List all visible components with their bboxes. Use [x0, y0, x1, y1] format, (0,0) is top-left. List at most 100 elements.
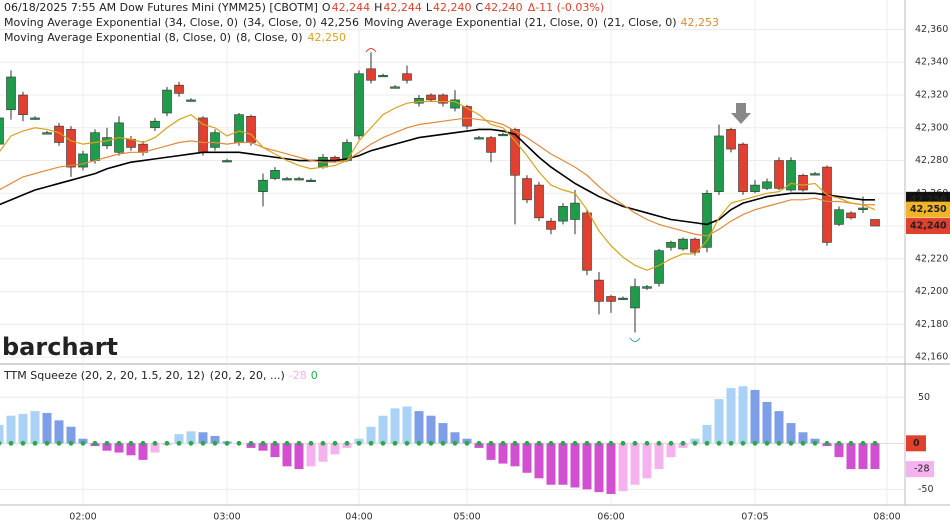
y-tick-label: 42,320 [915, 90, 948, 101]
squeeze-dot [656, 440, 662, 446]
squeeze-dot [0, 441, 2, 446]
y-tick-label: 42,280 [915, 155, 948, 166]
squeeze-dot [608, 440, 614, 446]
squeeze-dot [848, 440, 854, 446]
candle-body [558, 206, 568, 222]
squeeze-dot [356, 440, 362, 446]
candle-body [750, 184, 760, 192]
candle-body [618, 297, 628, 300]
x-tick-label: 04:00 [345, 512, 372, 523]
legend-text: L [426, 1, 433, 14]
histogram-bar [606, 443, 616, 494]
candle-body [174, 84, 184, 94]
price-badge [906, 201, 950, 218]
squeeze-dot [368, 440, 374, 446]
histogram-bar [306, 443, 316, 467]
squeeze-dot [224, 440, 230, 446]
candle-body [78, 153, 88, 168]
legend-text: H [374, 1, 382, 14]
candle-body [810, 173, 820, 176]
histogram-bar [714, 399, 724, 444]
histogram-bar [30, 411, 40, 444]
candle-body [786, 160, 796, 191]
y-tick-label: 50 [918, 392, 930, 403]
y-tick-label: 42,340 [915, 57, 948, 68]
legend-text: 06/18/2025 7:55 AM Dow Futures Mini (YMM… [4, 1, 318, 14]
histogram-bar [438, 423, 448, 444]
squeeze-dot [476, 440, 482, 446]
squeeze-dot [212, 440, 218, 446]
price-badge-label: -28 [914, 464, 930, 475]
histogram-bar [414, 411, 424, 444]
squeeze-dot [644, 440, 650, 446]
histogram-bar [798, 432, 808, 444]
legend-text: Moving Average Exponential (8, Close, 0) [4, 31, 231, 44]
histogram-bar [282, 443, 292, 467]
candle-body [282, 178, 292, 181]
squeeze-dot [332, 440, 338, 446]
squeeze-dot [248, 440, 254, 446]
squeeze-dot [488, 440, 494, 446]
legend-text: 42,256 [321, 16, 360, 29]
squeeze-dot [344, 440, 350, 446]
x-tick-label: 02:00 [69, 512, 96, 523]
legend-text: 42,240 [433, 1, 472, 14]
candle-body [714, 135, 724, 192]
squeeze-dot [428, 440, 434, 446]
histogram-bar [666, 443, 676, 458]
candle-body [0, 117, 4, 145]
candle-body [90, 132, 100, 161]
squeeze-dot [260, 440, 266, 446]
squeeze-dot [200, 440, 206, 446]
candle-body [426, 94, 436, 101]
histogram-bar [654, 443, 664, 470]
candle-body [594, 279, 604, 302]
histogram-bar [846, 443, 856, 470]
ma-legend: Moving Average Exponential (8, Close, 0)… [4, 31, 346, 44]
candle-body [414, 97, 424, 104]
candle-body [294, 178, 304, 181]
candle-body [582, 212, 592, 271]
squeeze-dot [812, 440, 818, 446]
histogram-bar [270, 443, 280, 458]
histogram-bar [366, 426, 376, 444]
legend-text: Moving Average Exponential (34, Close, 0… [4, 16, 238, 29]
ma-line [0, 117, 875, 237]
histogram-bar [642, 443, 652, 479]
ma-line [0, 128, 875, 226]
candle-body [822, 166, 832, 243]
candle-body [462, 106, 472, 127]
histogram-bar [0, 424, 4, 444]
candle-body [534, 184, 544, 219]
y-tick-label: 42,200 [915, 286, 948, 297]
histogram-bar [618, 443, 628, 492]
squeeze-dot [620, 440, 626, 446]
histogram-bar [870, 443, 880, 470]
squeeze-dot [176, 440, 182, 446]
price-badge-label: 42,256 [910, 194, 947, 205]
histogram-bar [318, 443, 328, 462]
histogram-bar [150, 443, 160, 453]
squeeze-dot [296, 440, 302, 446]
histogram-bar [210, 435, 220, 444]
ma-line [0, 100, 876, 271]
candle-body [390, 86, 400, 89]
histogram-bar [594, 443, 604, 493]
candle-body [150, 120, 160, 129]
watermark: barchart [2, 333, 118, 361]
candle-body [798, 174, 808, 191]
squeeze-dot [572, 440, 578, 446]
x-tick-label: 05:00 [453, 512, 480, 523]
squeeze-dot [152, 440, 158, 446]
candle-body [258, 179, 268, 192]
legend-text: Δ-11 (-0.03%) [528, 1, 604, 14]
candle-body [162, 89, 172, 114]
histogram-bar [774, 411, 784, 444]
squeeze-dot [140, 440, 146, 446]
x-tick-label: 07:05 [741, 512, 768, 523]
squeeze-dot [800, 440, 806, 446]
histogram-bar [66, 426, 76, 444]
histogram-bar [186, 431, 196, 444]
candle-body [210, 132, 220, 148]
candle-body [834, 209, 844, 225]
